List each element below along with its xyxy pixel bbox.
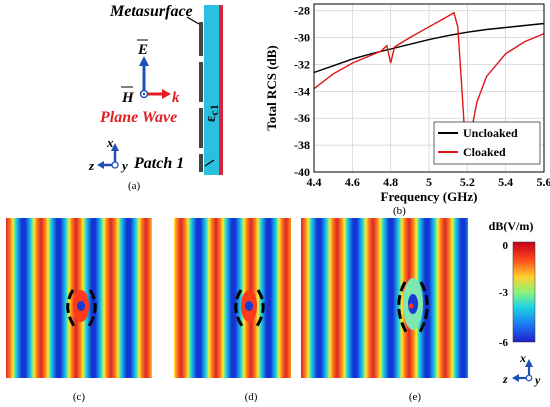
cloak-arc-left-d	[234, 289, 244, 327]
axis-z-arrowhead-2	[512, 374, 519, 382]
axis-x-label: x	[106, 135, 114, 150]
field-map-panels: (c) (d) (e) dB(V/m) 0 -3 -6	[6, 218, 541, 403]
metasurface-label: Metasurface	[109, 3, 193, 20]
patch-label: Patch 1	[133, 155, 184, 172]
axis-z-label: z	[88, 158, 95, 173]
axis-x-arrowhead-2	[525, 359, 533, 367]
axis-z-arrowhead	[97, 161, 104, 169]
rcs-chart: 4.4 4.6 4.8 5 5.2 5.4 5.6 -28 -30 -32 -34 -36 -38 -40…	[264, 3, 550, 204]
colorbar: dB(V/m) 0 -3 -6	[489, 219, 536, 349]
y-tick-label: -38	[294, 138, 310, 152]
series-line-cloaked	[313, 11, 545, 162]
y-tick-label: -36	[294, 111, 310, 125]
caption-c: (c)	[73, 391, 86, 403]
h-label: H	[121, 90, 135, 106]
metasurface-patch	[199, 22, 203, 56]
legend-label-uncloaked: Uncloaked	[463, 126, 518, 140]
colorbar-tick: -3	[499, 287, 509, 299]
colorbar-tick: -6	[499, 337, 509, 349]
field-map-axes: x z y	[502, 351, 541, 387]
h-field-dot-center	[142, 92, 146, 96]
axis-y-label: y	[120, 158, 128, 173]
x-tick-label: 5.4	[498, 175, 513, 189]
object-core-c	[77, 301, 85, 311]
legend-label-cloaked: Cloaked	[463, 145, 506, 159]
x-tick-label: 4.6	[345, 175, 360, 189]
axis-y-label-2: y	[533, 373, 541, 387]
object-core-e	[408, 294, 418, 314]
field-map-e-background	[301, 218, 468, 378]
metasurface-patch	[199, 108, 203, 148]
plane-wave-label: Plane Wave	[99, 109, 177, 126]
k-arrowhead	[162, 89, 171, 99]
field-map-d-background	[174, 218, 291, 378]
x-tick-label: 5.2	[460, 175, 475, 189]
patch-leader	[204, 159, 215, 167]
cloak-arc-left-e	[397, 281, 408, 333]
metasurface-patch	[199, 154, 203, 172]
cloak-arc-right-d	[255, 289, 265, 327]
chart-series	[313, 11, 545, 162]
field-map-c: (c)	[6, 218, 152, 403]
y-tick-label: -34	[294, 84, 310, 98]
caption-e: (e)	[409, 391, 422, 403]
e-arrowhead	[139, 56, 149, 66]
ground-plane	[219, 5, 223, 175]
series-line-uncloaked	[313, 22, 545, 74]
k-label: k	[172, 90, 180, 106]
x-tick-label: 4.8	[383, 175, 398, 189]
axis-x-label-2: x	[519, 351, 526, 365]
axis-y-dot-icon-2	[525, 374, 533, 382]
y-tick-label: -28	[294, 4, 310, 18]
cloak-arc-left-c	[66, 289, 76, 327]
caption-d: (d)	[245, 391, 258, 403]
epsilon-label: εc1	[203, 104, 221, 122]
y-tick-label: -32	[294, 57, 310, 71]
substrate-layer	[204, 5, 219, 175]
panel-a-schematic: Metasurface Patch 1 εc1 E H k Plane Wave…	[88, 3, 223, 192]
axis-x-arrowhead	[111, 143, 119, 151]
caption-a: (a)	[128, 180, 141, 192]
x-axis-label: Frequency (GHz)	[381, 189, 478, 204]
legend: Uncloaked Cloaked	[433, 121, 541, 165]
y-tick-label: -40	[294, 165, 310, 179]
chart-frame	[313, 3, 545, 173]
x-tick-label: 5.6	[537, 175, 550, 189]
colorbar-gradient	[512, 241, 536, 343]
y-tick-label: -30	[294, 31, 310, 45]
legend-box	[433, 121, 541, 165]
caption-b: (b)	[393, 205, 406, 217]
metasurface-leader	[186, 16, 200, 25]
axis-y-dot-icon	[111, 161, 119, 169]
cloak-arc-right-c	[87, 289, 97, 327]
colorbar-title: dB(V/m)	[489, 219, 534, 233]
object-dot-e	[408, 303, 414, 309]
e-label: E	[137, 42, 148, 58]
x-tick-label: 5	[426, 175, 432, 189]
x-tick-label: 4.4	[307, 175, 322, 189]
cloak-arc-right-e	[418, 281, 429, 333]
field-map-d: (d)	[174, 218, 291, 403]
object-core-d	[245, 301, 253, 311]
y-axis-label: Total RCS (dB)	[264, 45, 279, 130]
field-map-e: (e)	[301, 218, 468, 403]
colorbar-tick: 0	[503, 240, 509, 252]
axis-z-label-2: z	[502, 372, 508, 386]
metasurface-patch	[199, 62, 203, 102]
chart-ticks: 4.4 4.6 4.8 5 5.2 5.4 5.6 -28 -30 -32 -34 -36 -38 -40	[294, 4, 550, 189]
